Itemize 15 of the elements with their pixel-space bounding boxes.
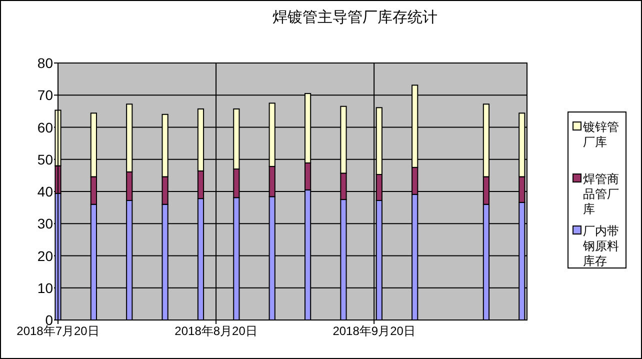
y-tick-label: 70: [37, 87, 54, 104]
y-tick-label: 20: [37, 248, 54, 264]
y-tick-label: 60: [37, 119, 54, 136]
legend-label: 焊管商品管厂库: [583, 172, 619, 216]
y-tick-label: 40: [37, 184, 54, 200]
y-tick-label: 10: [37, 280, 54, 296]
x-tick-label: 2018年7月20日: [16, 324, 100, 338]
legend-label: 厂内带钢原料库存: [582, 224, 619, 268]
y-tick-label: 80: [37, 55, 54, 71]
y-tick-label: 30: [37, 216, 54, 232]
x-tick-label: 2018年9月20日: [332, 324, 416, 338]
y-tick-label: 50: [37, 151, 54, 168]
chart-title: 焊镀管主导管厂库存统计: [272, 9, 438, 26]
x-tick-label: 2018年8月20日: [174, 324, 258, 338]
legend-label: 镀锌管厂库: [582, 120, 619, 149]
